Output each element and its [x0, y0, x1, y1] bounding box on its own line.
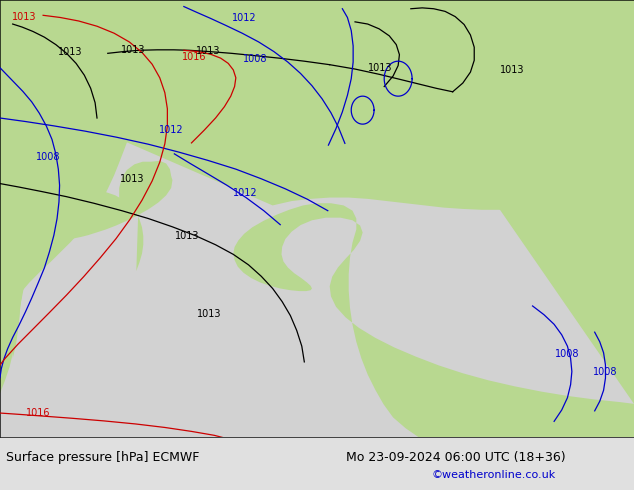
Polygon shape — [0, 0, 634, 210]
Polygon shape — [0, 0, 153, 393]
Polygon shape — [0, 0, 184, 313]
Text: 1013: 1013 — [196, 46, 220, 56]
Text: 1008: 1008 — [243, 54, 268, 64]
Text: 1012: 1012 — [159, 125, 183, 135]
Polygon shape — [0, 0, 152, 393]
Polygon shape — [0, 0, 38, 253]
Polygon shape — [0, 0, 181, 310]
Polygon shape — [233, 0, 634, 437]
Text: 1013: 1013 — [175, 231, 199, 241]
Polygon shape — [13, 0, 165, 358]
Text: 1012: 1012 — [233, 188, 257, 198]
Text: 1016: 1016 — [26, 408, 50, 418]
Text: 1013: 1013 — [58, 47, 82, 56]
Text: ©weatheronline.co.uk: ©weatheronline.co.uk — [431, 470, 555, 481]
Polygon shape — [0, 0, 197, 306]
Text: 1012: 1012 — [233, 13, 257, 24]
Polygon shape — [0, 0, 209, 322]
Text: 1008: 1008 — [36, 152, 60, 162]
Polygon shape — [0, 0, 171, 309]
Text: 1013: 1013 — [368, 63, 392, 73]
Text: 1013: 1013 — [121, 45, 145, 55]
Polygon shape — [269, 138, 298, 149]
Text: 1013: 1013 — [197, 309, 221, 319]
Polygon shape — [119, 161, 171, 220]
Text: 1013: 1013 — [12, 12, 36, 23]
Text: Surface pressure [hPa] ECMWF: Surface pressure [hPa] ECMWF — [6, 451, 200, 464]
Text: 1008: 1008 — [593, 368, 618, 377]
Text: 1013: 1013 — [500, 65, 524, 75]
Text: 1016: 1016 — [182, 52, 206, 62]
Text: 1008: 1008 — [555, 349, 579, 359]
Text: Mo 23-09-2024 06:00 UTC (18+36): Mo 23-09-2024 06:00 UTC (18+36) — [346, 451, 565, 464]
Polygon shape — [221, 118, 263, 133]
Polygon shape — [0, 164, 172, 308]
Text: 1013: 1013 — [120, 174, 144, 184]
